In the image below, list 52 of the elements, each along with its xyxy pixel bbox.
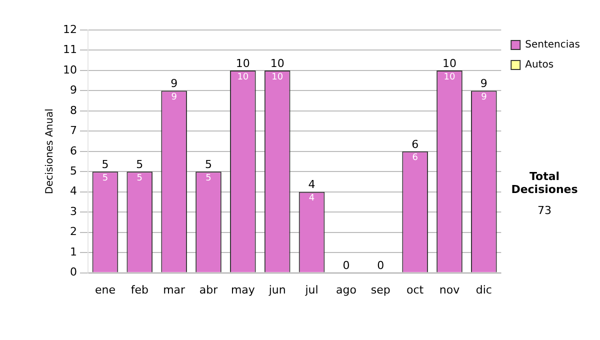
text: Total Decisiones	[510, 170, 579, 196]
total-label: 10	[236, 56, 250, 70]
text: 73	[536, 204, 552, 217]
total-label: 5	[204, 158, 212, 171]
x-tick-label: sep	[370, 283, 390, 296]
y-tick-label: 10	[62, 63, 77, 76]
data-label: 5	[102, 173, 108, 184]
y-tick-label: 11	[62, 43, 77, 56]
total-label: 10	[270, 56, 284, 70]
data-label: 5	[206, 173, 212, 184]
x-tick-label: nov	[439, 283, 460, 296]
data-label: 9	[481, 92, 488, 103]
total-label: 4	[308, 178, 316, 192]
legend-label: Sentencias	[525, 40, 580, 51]
x-tick-label: feb	[130, 283, 148, 296]
total-label: 9	[170, 77, 178, 90]
data-label: 6	[412, 153, 418, 164]
x-tick-label: ago	[336, 283, 357, 296]
y-tick-label: 2	[70, 225, 77, 238]
x-tick-label: mar	[163, 283, 186, 296]
data-label: 10	[272, 72, 284, 82]
y-tick-label: 9	[70, 84, 77, 97]
total-label: 6	[412, 138, 419, 151]
x-tick-label: dic	[476, 283, 492, 296]
y-tick-label: 8	[70, 104, 77, 117]
y-tick-label: 0	[70, 266, 77, 279]
total-label: 9	[480, 77, 488, 90]
x-tick-label: jul	[304, 283, 318, 296]
data-label: 10	[237, 72, 249, 82]
y-tick-label: 7	[70, 124, 77, 138]
y-tick-label: 5	[70, 164, 77, 178]
total-label: 0	[377, 259, 384, 272]
y-tick-label: 3	[70, 204, 77, 218]
data-label: 10	[444, 72, 456, 82]
x-tick-label: ene	[94, 283, 116, 296]
x-tick-label: may	[230, 283, 256, 296]
y-tick-label: 1	[70, 245, 77, 258]
data-label: 4	[308, 194, 315, 204]
data-label: 5	[136, 173, 143, 184]
total-label: 5	[102, 158, 109, 171]
y-tick-label: 12	[62, 22, 77, 36]
y-tick-label: 6	[70, 144, 77, 158]
total-label: 5	[136, 158, 144, 171]
x-tick-label: oct	[406, 283, 424, 296]
y-tick-label: 4	[70, 184, 77, 198]
x-tick-label: jun	[268, 283, 286, 296]
data-label: 9	[171, 92, 178, 103]
legend-label: Autos	[525, 60, 554, 71]
total-label: 0	[342, 259, 350, 272]
x-tick-label: abr	[199, 283, 218, 296]
total-label: 10	[442, 56, 456, 70]
y-axis-title: Decisiones Anual	[44, 108, 56, 194]
